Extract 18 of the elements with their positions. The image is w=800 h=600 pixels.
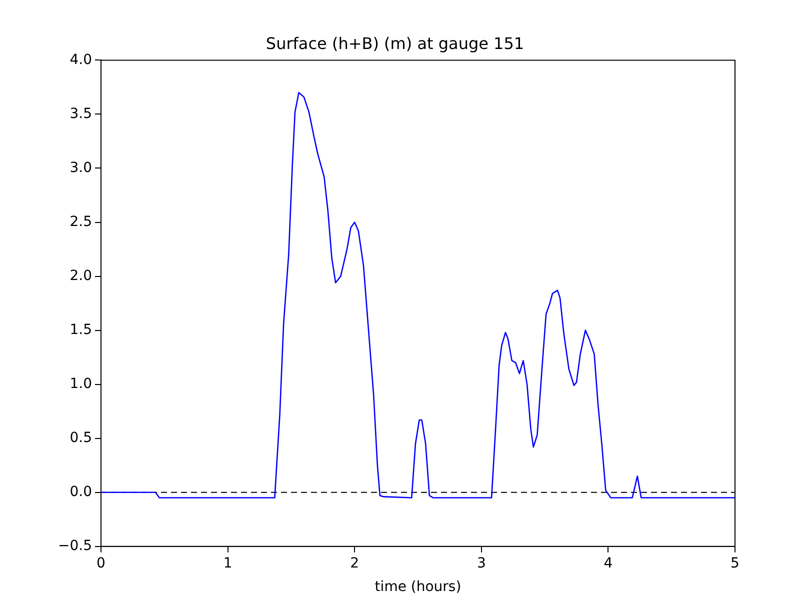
x-tick-label: 5 [730,555,740,572]
y-tick-label: −0.5 [58,538,92,554]
x-tick-label: 3 [476,555,486,572]
x-tick-label: 4 [604,555,613,572]
y-tick-label: 4.0 [70,52,92,68]
y-tick-label: 3.5 [70,106,92,122]
y-tick-label: 2.0 [70,268,92,284]
y-tick-label: 1.5 [70,322,92,338]
x-axis-title: time (hours) [374,579,462,596]
x-tick-label: 0 [96,555,106,572]
y-tick-label: 0.5 [70,430,92,446]
y-tick-label: 2.5 [70,214,92,230]
y-tick-label: 1.0 [70,376,92,392]
x-tick-label: 1 [223,555,232,572]
chart-title: Surface (h+B) (m) at gauge 151 [266,34,524,53]
y-tick-label: 0.0 [70,484,92,500]
y-tick-label: 3.0 [70,160,92,176]
x-tick-label: 2 [350,555,360,572]
